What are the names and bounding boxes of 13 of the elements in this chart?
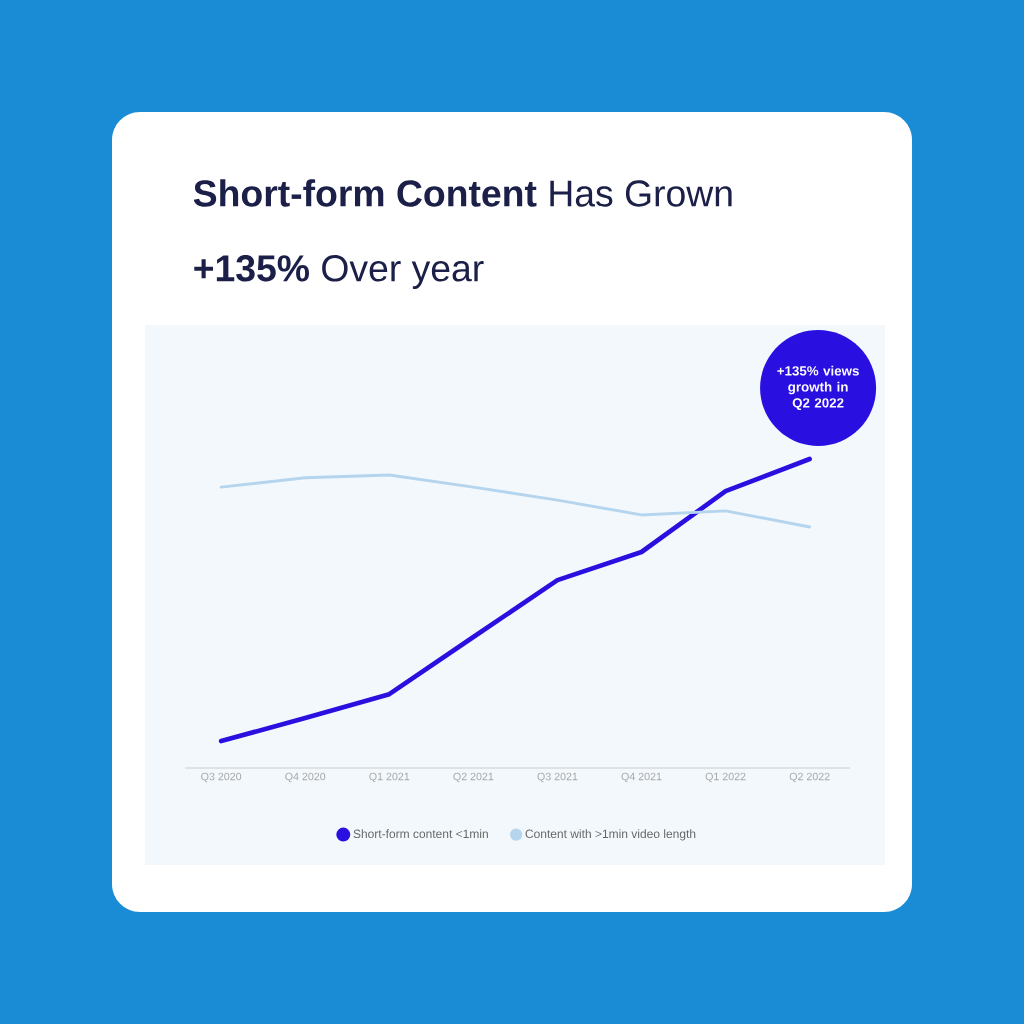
x-tick-label: Q2 2022 [789, 772, 830, 783]
legend-label: Content with >1min video length [525, 829, 696, 841]
chart-subtitle: +135% Over year [194, 255, 484, 289]
x-tick-label: Q2 2021 [453, 772, 494, 783]
x-tick-label: Q3 2020 [201, 772, 242, 783]
chart-title: Short-form Content Has Grown [193, 179, 732, 207]
x-tick-label: Q1 2022 [705, 772, 746, 783]
x-tick-label: Q4 2020 [285, 772, 326, 783]
x-tick-label: Q3 2021 [537, 772, 578, 783]
text: +135% views growth in Q2 2022 [777, 365, 859, 411]
legend-label: Short-form content <1min [353, 829, 488, 839]
x-tick-label: Q1 2021 [369, 772, 410, 783]
x-tick-label: Q4 2021 [621, 772, 662, 783]
